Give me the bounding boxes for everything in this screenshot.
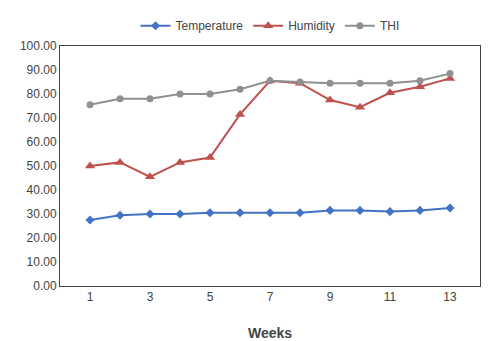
svg-text:11: 11 <box>384 290 397 304</box>
svg-text:50.00: 50.00 <box>27 159 57 173</box>
svg-text:10.00: 10.00 <box>27 255 57 269</box>
svg-text:90.00: 90.00 <box>27 63 57 77</box>
svg-text:80.00: 80.00 <box>27 87 57 101</box>
svg-text:7: 7 <box>267 290 274 304</box>
svg-text:1: 1 <box>87 290 94 304</box>
svg-text:30.00: 30.00 <box>27 207 57 221</box>
svg-text:60.00: 60.00 <box>27 135 57 149</box>
svg-text:100.00: 100.00 <box>20 39 57 53</box>
svg-text:13: 13 <box>443 290 457 304</box>
svg-text:Weeks: Weeks <box>248 325 292 341</box>
svg-text:3: 3 <box>147 290 154 304</box>
svg-text:0.00: 0.00 <box>33 279 57 293</box>
svg-text:9: 9 <box>327 290 334 304</box>
svg-text:70.00: 70.00 <box>27 111 57 125</box>
svg-text:20.00: 20.00 <box>27 231 57 245</box>
svg-text:Humidity: Humidity <box>288 19 335 33</box>
svg-text:Temperature: Temperature <box>176 19 244 33</box>
svg-text:5: 5 <box>207 290 214 304</box>
svg-text:40.00: 40.00 <box>27 183 57 197</box>
svg-text:THI: THI <box>380 19 399 33</box>
